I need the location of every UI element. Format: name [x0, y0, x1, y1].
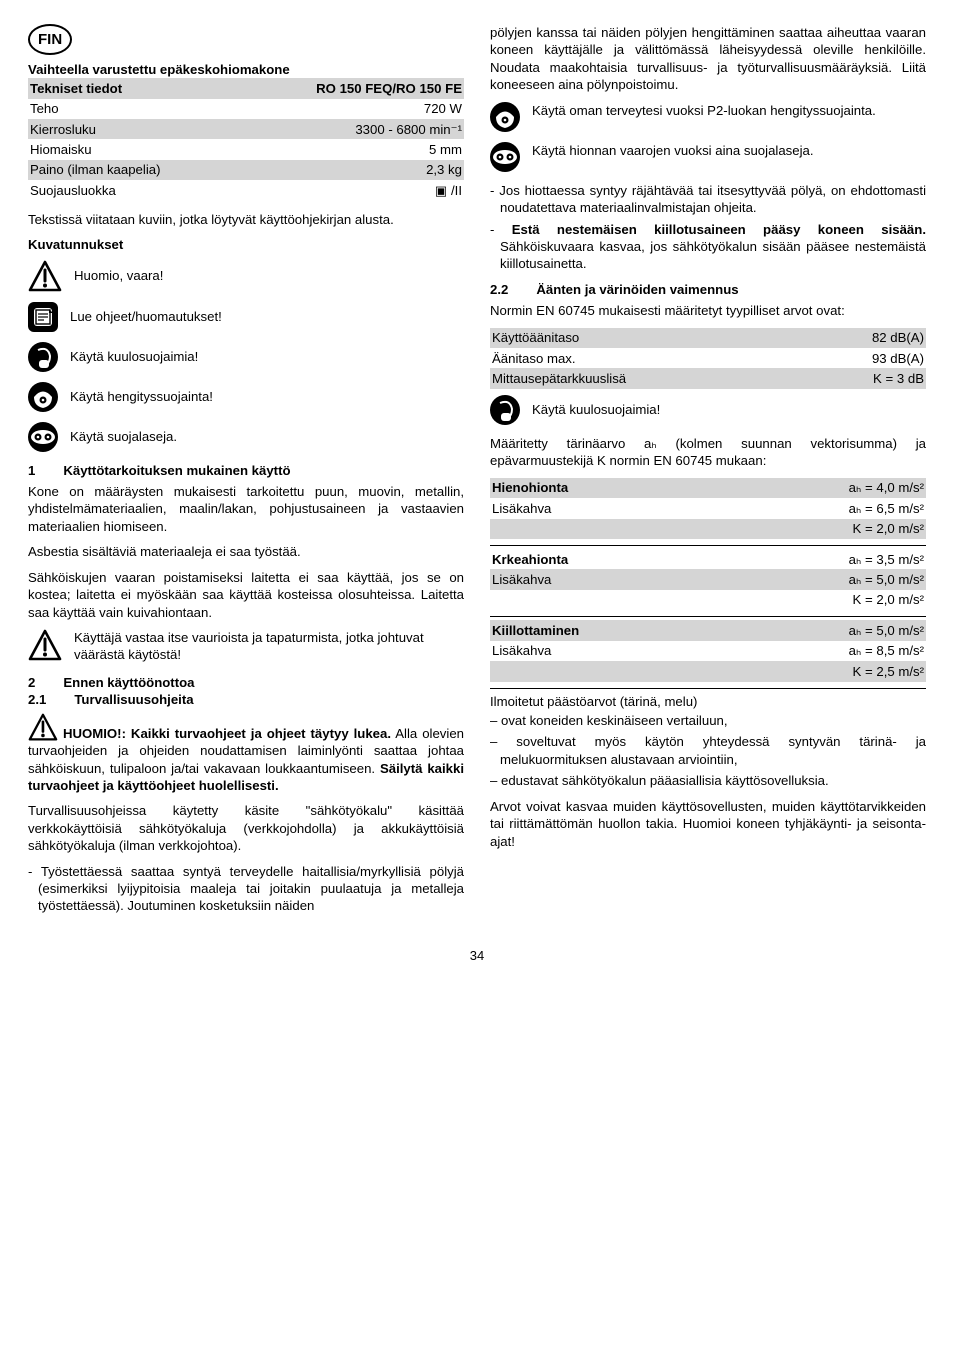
noise-label: Mittausepätarkkuuslisä: [490, 368, 800, 388]
vib-label: Lisäkahva: [490, 641, 723, 661]
specs-table: Tekniset tiedot RO 150 FEQ/RO 150 FE Teh…: [28, 78, 464, 201]
spec-label: Suojausluokka: [28, 180, 234, 200]
noise-value: 82 dB(A): [800, 328, 926, 348]
vib-value: aₕ = 5,0 m/s²: [709, 569, 926, 589]
noise-value: K = 3 dB: [800, 368, 926, 388]
intro-text: Tekstissä viitataan kuviin, jotka löytyv…: [28, 211, 464, 228]
ilmoitetut-text: Ilmoitetut päästöarvot (tärinä, melu): [490, 693, 926, 710]
kuvatunnukset-heading: Kuvatunnukset: [28, 236, 464, 253]
goggles-icon: [28, 422, 58, 452]
ear-protection-icon: [490, 395, 520, 425]
respirator-icon: [490, 102, 520, 132]
vib-value: aₕ = 8,5 m/s²: [723, 641, 926, 661]
vib-title: Hienohionta: [490, 478, 709, 498]
icon-label: Huomio, vaara!: [74, 267, 163, 284]
spec-value: 720 W: [234, 99, 464, 119]
s2-p4: Turvallisuusohjeissa käytetty käsite "sä…: [28, 802, 464, 854]
hienohionta-table: Hienohiontaaₕ = 4,0 m/s² Lisäkahvaaₕ = 6…: [490, 478, 926, 539]
list-item: - Työstettäessä saattaa syntyä terveydel…: [38, 863, 464, 915]
vib-value: aₕ = 3,5 m/s²: [709, 549, 926, 569]
list-item: – soveltuvat myös käytön yhteydessä synt…: [500, 733, 926, 768]
warning-icon: [28, 629, 62, 661]
icon-label: Käytä hengityssuojainta!: [70, 388, 213, 405]
table-divider: [490, 616, 926, 617]
warning-icon: [28, 260, 62, 292]
icon-label: Lue ohjeet/huomautukset!: [70, 308, 222, 325]
noise-table: Käyttöäänitaso82 dB(A) Äänitaso max.93 d…: [490, 328, 926, 389]
fin-badge: FIN: [28, 24, 72, 55]
list-item: – edustavat sähkötyökalun pääasiallisia …: [500, 772, 926, 789]
specs-header-right: RO 150 FEQ/RO 150 FE: [234, 78, 464, 98]
spec-value: 5 mm: [234, 139, 464, 159]
list-item: - Estä nestemäisen kiillotusaineen pääsy…: [500, 221, 926, 273]
safety-list: - Jos hiottaessa syntyy räjähtävää tai i…: [490, 182, 926, 273]
vib-title: Kiillottaminen: [490, 620, 723, 640]
vib-value: aₕ = 6,5 m/s²: [709, 498, 926, 518]
vib-value: K = 2,5 m/s²: [723, 661, 926, 681]
table-divider: [490, 545, 926, 546]
icon-label: Käytä kuulosuojaimia!: [70, 348, 198, 365]
page-number: 34: [28, 947, 926, 964]
vib-title: Krkeahionta: [490, 549, 709, 569]
spec-label: Kierrosluku: [28, 119, 234, 139]
vib-label: Lisäkahva: [490, 498, 709, 518]
spec-value: 2,3 kg: [234, 160, 464, 180]
vib-value: K = 2,0 m/s²: [709, 519, 926, 539]
vibration-text: Määritetty tärinäarvo aₕ (kolmen suunnan…: [490, 435, 926, 470]
kiillottaminen-table: Kiillottaminenaₕ = 5,0 m/s² Lisäkahvaaₕ …: [490, 620, 926, 681]
spec-label: Teho: [28, 99, 234, 119]
s1-p1: Kone on määräysten mukaisesti tarkoitett…: [28, 483, 464, 535]
right-column: pölyjen kanssa tai näiden pölyjen hengit…: [490, 24, 926, 923]
arvot-text: Arvot voivat kasvaa muiden käyttösovellu…: [490, 798, 926, 850]
vib-label: [490, 590, 709, 610]
specs-header-left: Tekniset tiedot: [28, 78, 234, 98]
norm-text: Normin EN 60745 mukaisesti määritetyt ty…: [490, 302, 926, 319]
vib-label: [490, 519, 709, 539]
manual-icon: [28, 302, 58, 332]
vib-value: K = 2,0 m/s²: [709, 590, 926, 610]
goggles-icon: [490, 142, 520, 172]
vib-value: aₕ = 4,0 m/s²: [709, 478, 926, 498]
s1-p2: Asbestia sisältäviä materiaaleja ei saa …: [28, 543, 464, 560]
krkeahionta-table: Krkeahiontaaₕ = 3,5 m/s² Lisäkahvaaₕ = 5…: [490, 549, 926, 610]
safety-list: - Työstettäessä saattaa syntyä terveydel…: [28, 863, 464, 915]
spec-value: 3300 - 6800 min⁻¹: [234, 119, 464, 139]
section-2-heading: 2Ennen käyttöönottoa: [28, 674, 464, 691]
section-2-1-heading: 2.1Turvallisuusohjeita: [28, 691, 464, 708]
noise-label: Käyttöäänitaso: [490, 328, 800, 348]
dash-list: – ovat koneiden keskinäiseen vertailuun,…: [490, 712, 926, 790]
icon-label: Käytä hionnan vaarojen vuoksi aina suoja…: [532, 142, 814, 159]
section-2-2-heading: 2.2Äänten ja värinöiden vaimennus: [490, 281, 926, 298]
s1-note: Käyttäjä vastaa itse vaurioista ja tapat…: [74, 629, 464, 664]
vib-label: Lisäkahva: [490, 569, 709, 589]
s1-p3: Sähköiskujen vaaran poistamiseksi laitet…: [28, 569, 464, 621]
spec-label: Hiomaisku: [28, 139, 234, 159]
noise-value: 93 dB(A): [800, 348, 926, 368]
icon-label: Käytä oman terveytesi vuoksi P2-luokan h…: [532, 102, 876, 119]
spec-value: ▣ /II: [234, 180, 464, 200]
continuation-text: pölyjen kanssa tai näiden pölyjen hengit…: [490, 24, 926, 94]
icon-label: Käytä suojalaseja.: [70, 428, 177, 445]
respirator-icon: [28, 382, 58, 412]
list-item: – ovat koneiden keskinäiseen vertailuun,: [500, 712, 926, 729]
noise-label: Äänitaso max.: [490, 348, 800, 368]
ear-protection-icon: [28, 342, 58, 372]
left-column: FIN Vaihteella varustettu epäkeskohiomak…: [28, 24, 464, 923]
product-title: Vaihteella varustettu epäkeskohiomakone: [28, 61, 464, 78]
icon-label: Käytä kuulosuojaimia!: [532, 401, 660, 418]
vib-label: [490, 661, 723, 681]
table-divider: [490, 688, 926, 689]
section-1-heading: 1Käyttötarkoituksen mukainen käyttö: [28, 462, 464, 479]
vib-value: aₕ = 5,0 m/s²: [723, 620, 926, 640]
spec-label: Paino (ilman kaapelia): [28, 160, 234, 180]
huomio-paragraph: HUOMIO!: Kaikki turvaohjeet ja ohjeet tä…: [28, 713, 464, 795]
list-item: - Jos hiottaessa syntyy räjähtävää tai i…: [500, 182, 926, 217]
warning-icon: [28, 713, 58, 741]
